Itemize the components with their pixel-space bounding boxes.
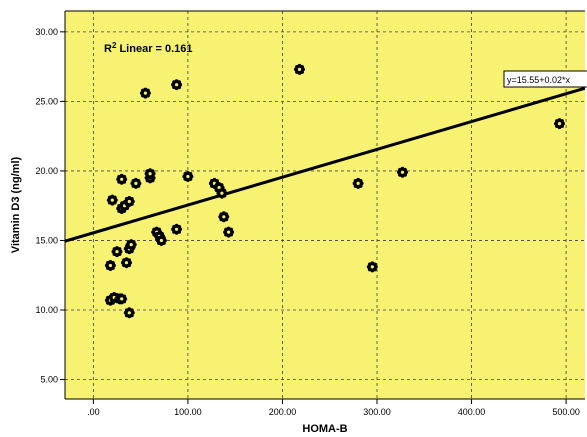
data-point	[139, 87, 151, 99]
fit-line-group	[65, 86, 585, 243]
data-point	[125, 239, 137, 251]
x-tick-label: 100.00	[174, 407, 202, 417]
axis-ticks: .00 100.00 200.00 300.00 400.00 500.00 5.00 10.…	[35, 27, 579, 417]
x-tick-label: 400.00	[458, 407, 486, 417]
r2-annotation: R2 Linear = 0.161	[104, 41, 193, 55]
plot-area	[65, 11, 585, 399]
data-point	[171, 223, 183, 235]
data-point	[171, 79, 183, 91]
fit-line	[65, 86, 585, 243]
data-point	[106, 194, 118, 206]
data-point	[554, 118, 565, 130]
data-point	[216, 187, 228, 199]
data-point	[366, 261, 378, 273]
data-point	[123, 307, 135, 319]
y-tick-label: 5.00	[40, 375, 58, 385]
y-tick-label: 15.00	[35, 235, 58, 245]
data-point	[104, 260, 116, 271]
data-point	[123, 196, 135, 207]
y-tick-label: 30.00	[35, 27, 58, 37]
y-tick-label: 25.00	[35, 96, 58, 106]
data-point	[121, 257, 132, 269]
data-points	[104, 63, 565, 319]
data-point	[182, 171, 194, 182]
equation-label: y=15.55+0.02*x	[507, 75, 571, 85]
data-point	[116, 173, 128, 185]
data-point	[352, 177, 364, 189]
x-tick-label: 200.00	[269, 407, 297, 417]
y-tick-label: 20.00	[35, 166, 58, 176]
x-tick-label: .00	[87, 407, 100, 417]
y-tick-label: 10.00	[35, 305, 58, 315]
data-point	[144, 168, 156, 180]
data-point	[155, 235, 167, 246]
data-point	[116, 293, 128, 305]
x-tick-label: 500.00	[552, 407, 580, 417]
data-point	[130, 177, 142, 189]
data-point	[294, 63, 305, 75]
equation-box-frame	[503, 70, 587, 88]
x-tick-label: 300.00	[363, 407, 391, 417]
data-point	[111, 246, 123, 258]
data-point	[223, 226, 235, 238]
equation-box: y=15.55+0.02*x	[503, 70, 587, 88]
data-point	[397, 166, 408, 178]
x-axis-title: HOMA-B	[302, 423, 347, 435]
y-axis-title: Vitamin D3 (ng/ml)	[10, 156, 22, 253]
data-point	[218, 211, 230, 223]
